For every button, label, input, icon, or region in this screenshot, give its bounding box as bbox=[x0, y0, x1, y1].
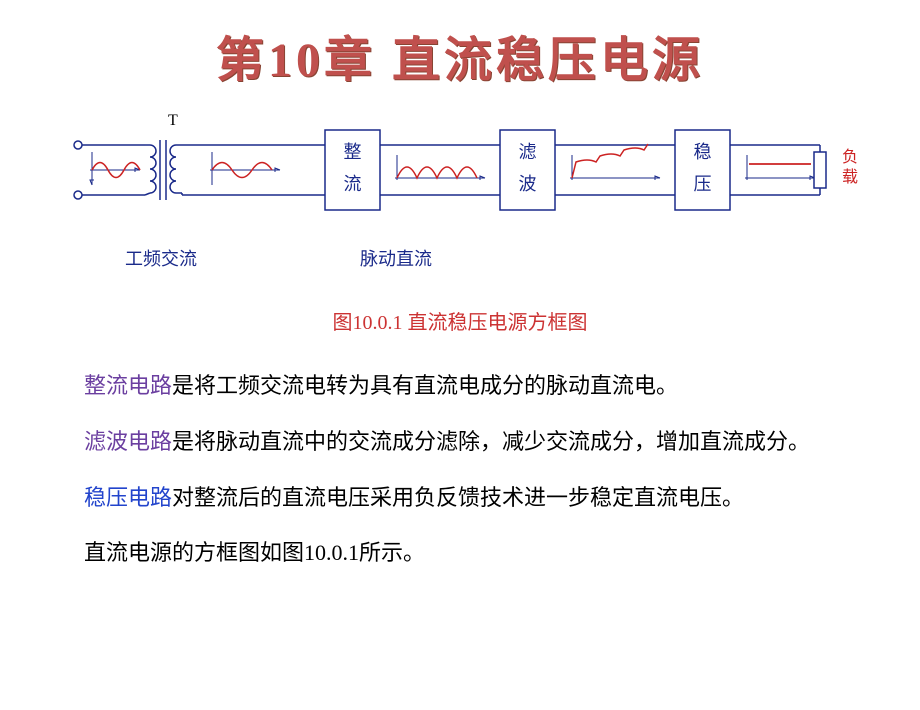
para-3-rest: 对整流后的直流电压采用负反馈技术进一步稳定直流电压。 bbox=[172, 485, 744, 510]
para-4: 直流电源的方框图如图10.0.1所示。 bbox=[40, 532, 880, 574]
para-1: 整流电路是将工频交流电转为具有直流电成分的脉动直流电。 bbox=[40, 365, 880, 407]
svg-text:波: 波 bbox=[519, 174, 537, 194]
svg-text:工频交流: 工频交流 bbox=[125, 249, 197, 269]
caption-number: 10.0.1 bbox=[353, 312, 403, 334]
para-2-rest: 是将脉动直流中的交流成分滤除，减少交流成分，增加直流成分。 bbox=[172, 429, 810, 454]
term-filter: 滤波电路 bbox=[84, 429, 172, 454]
para-3: 稳压电路对整流后的直流电压采用负反馈技术进一步稳定直流电压。 bbox=[40, 477, 880, 519]
para-1-rest: 是将工频交流电转为具有直流电成分的脉动直流电。 bbox=[172, 373, 678, 398]
svg-text:负: 负 bbox=[842, 148, 858, 166]
para-4-text: 直流电源的方框图如图10.0.1所示。 bbox=[84, 540, 425, 565]
svg-text:整: 整 bbox=[344, 142, 362, 162]
caption-prefix: 图 bbox=[333, 312, 353, 334]
svg-text:T: T bbox=[168, 112, 178, 129]
body-text: 整流电路是将工频交流电转为具有直流电成分的脉动直流电。 滤波电路是将脉动直流中的… bbox=[40, 365, 880, 574]
figure-caption: 图10.0.1 直流稳压电源方框图 bbox=[0, 306, 920, 335]
svg-text:脉动直流: 脉动直流 bbox=[360, 249, 432, 269]
svg-text:稳: 稳 bbox=[694, 142, 712, 162]
caption-text: 直流稳压电源方框图 bbox=[403, 312, 588, 334]
term-rectifier: 整流电路 bbox=[84, 373, 172, 398]
svg-text:载: 载 bbox=[842, 168, 858, 186]
svg-text:压: 压 bbox=[694, 174, 712, 194]
page-title: 第10章 直流稳压电源 bbox=[0, 20, 920, 90]
para-2: 滤波电路是将脉动直流中的交流成分滤除，减少交流成分，增加直流成分。 bbox=[40, 421, 880, 463]
term-regulator: 稳压电路 bbox=[84, 485, 172, 510]
svg-text:滤: 滤 bbox=[519, 142, 537, 162]
svg-text:流: 流 bbox=[344, 174, 362, 194]
block-diagram: T 整流 滤波 稳压 负载工频交流 脉动直流 bbox=[50, 100, 870, 300]
